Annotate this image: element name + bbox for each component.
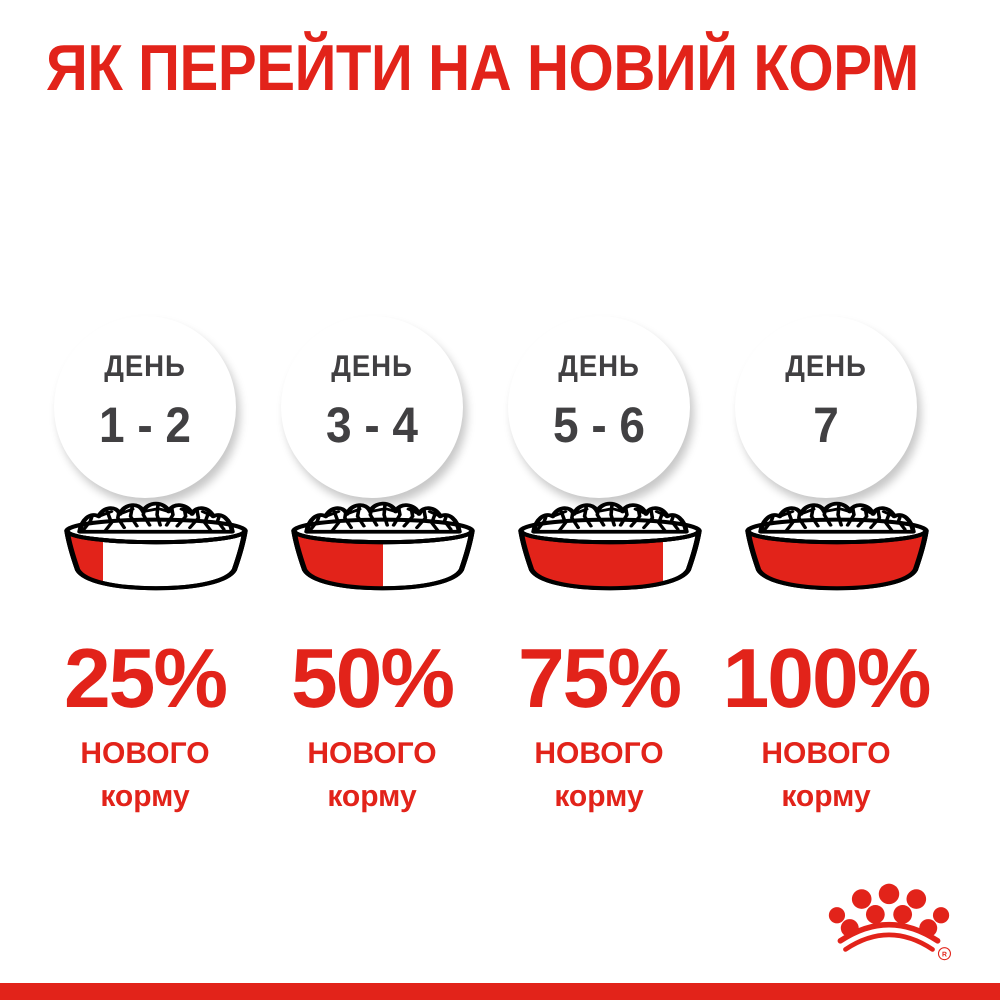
svg-text:R: R (942, 951, 947, 959)
